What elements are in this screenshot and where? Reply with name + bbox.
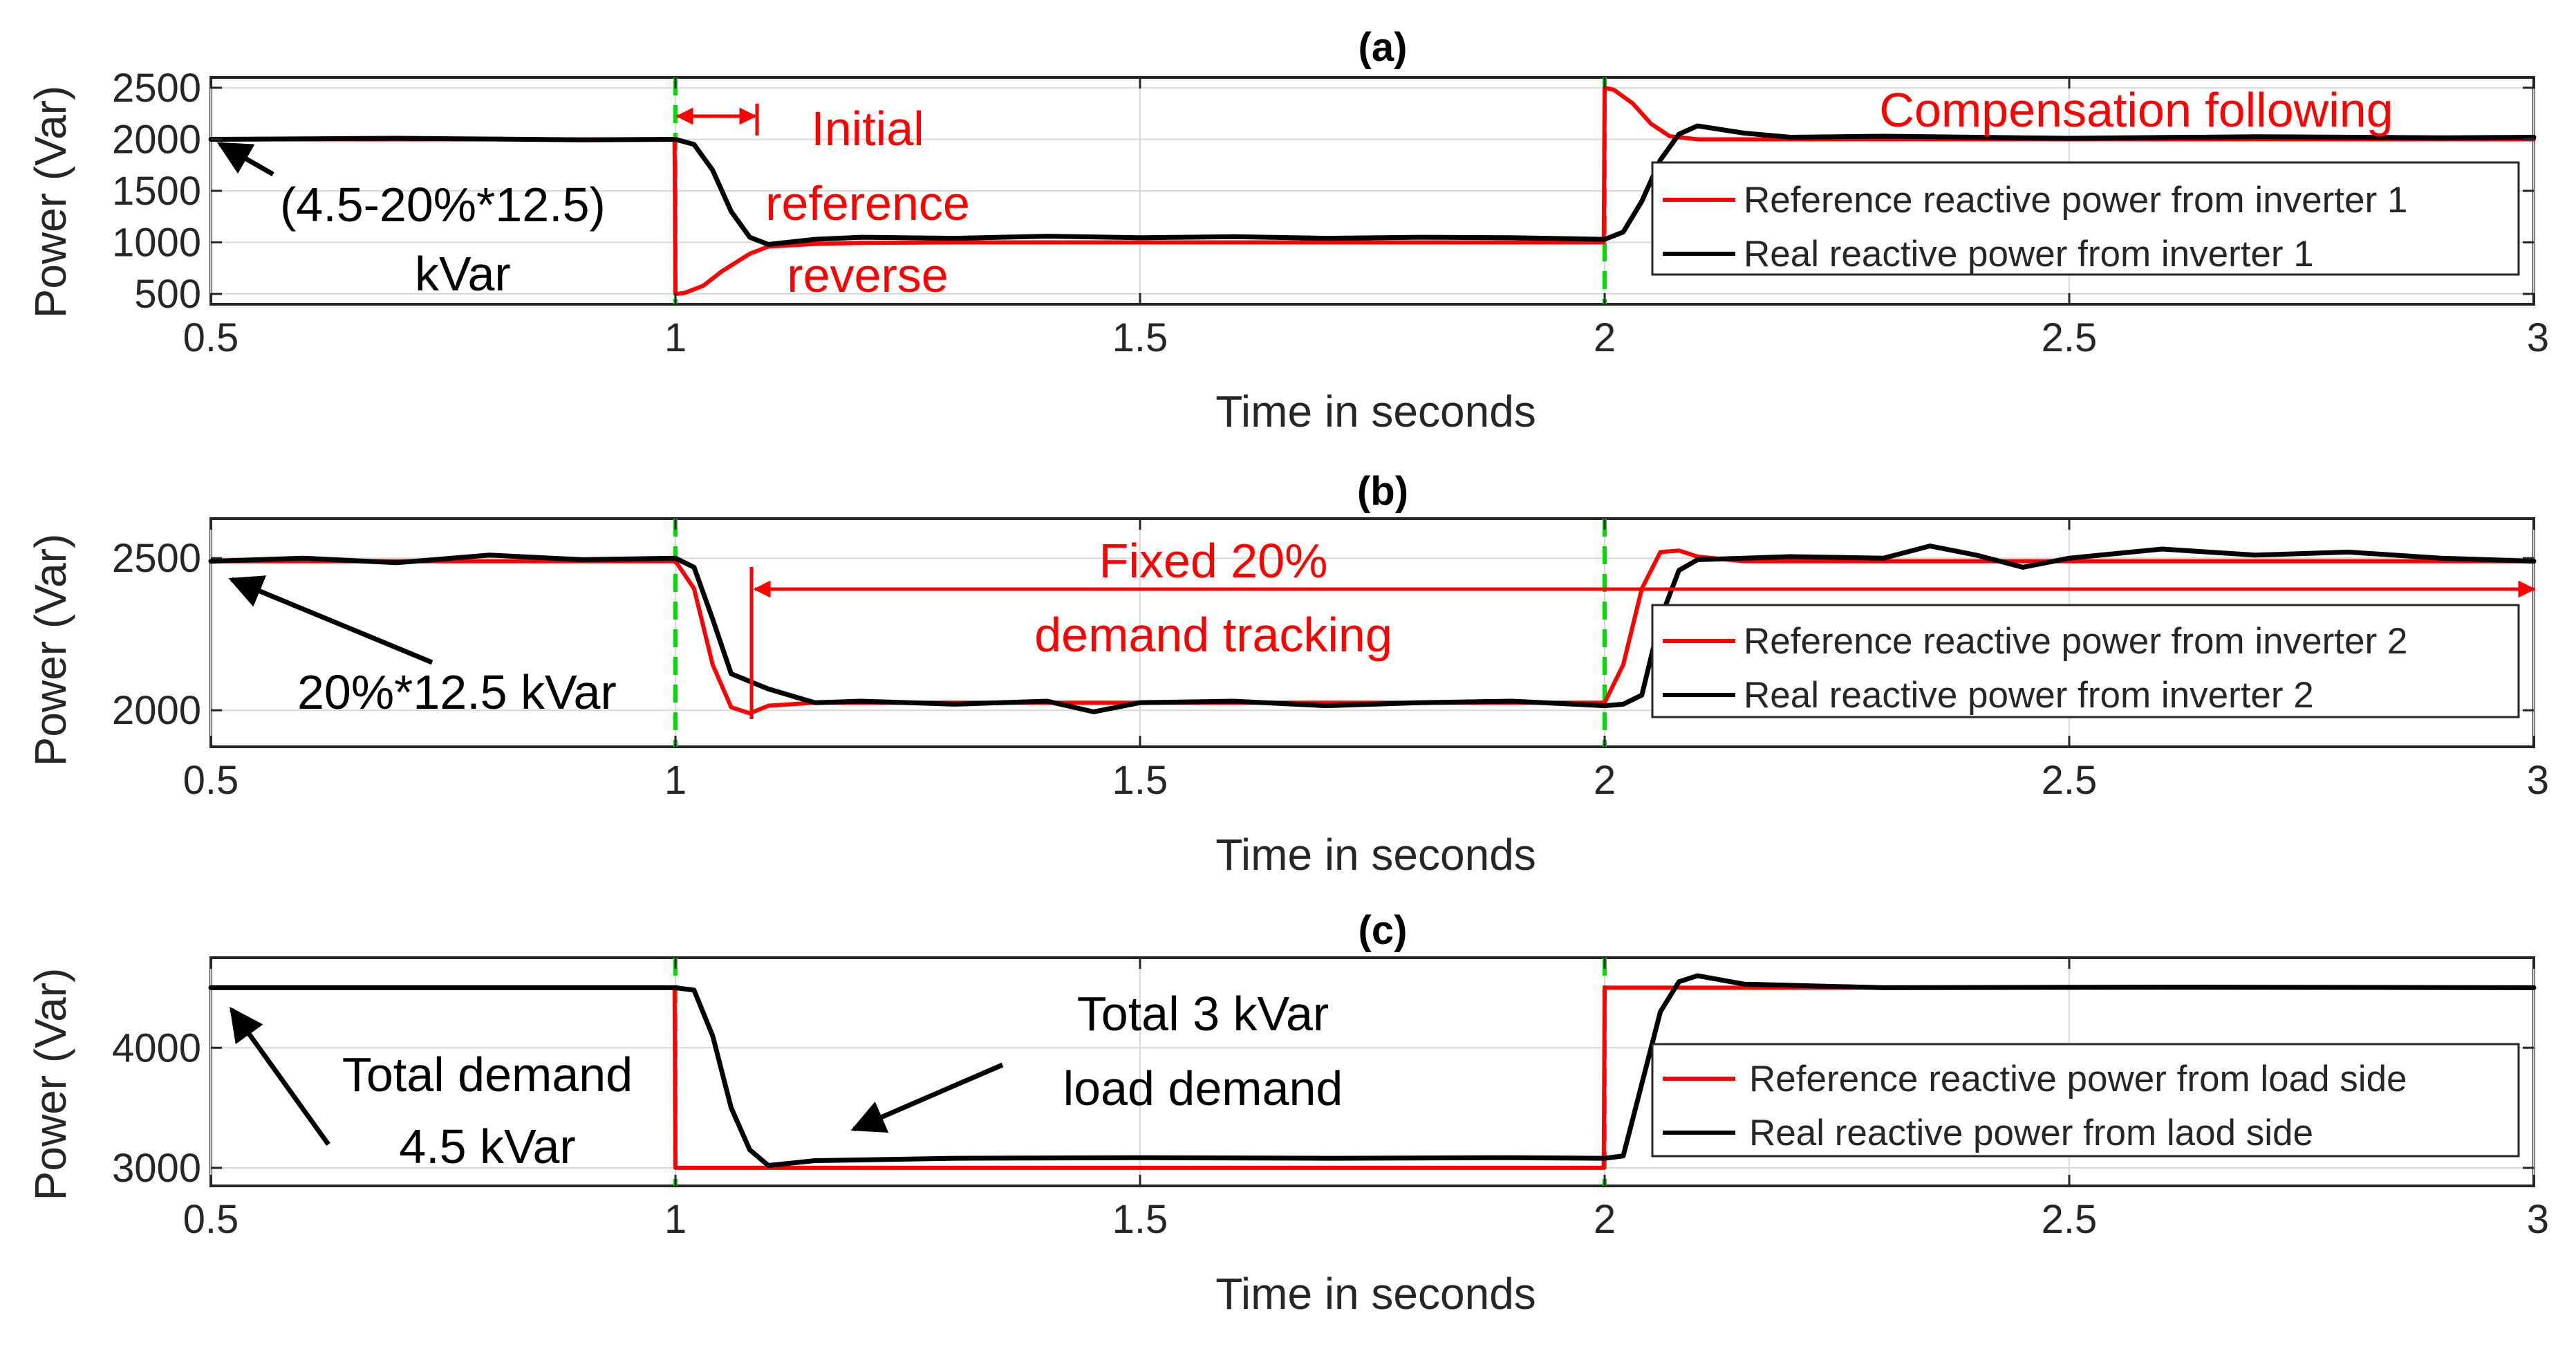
annotation-text: Total 3 kVar xyxy=(1077,987,1329,1041)
x-tick-label: 3 xyxy=(2527,758,2549,803)
x-tick-label: 0.5 xyxy=(183,1197,239,1242)
legend-box xyxy=(1651,161,2520,276)
legend-box xyxy=(1651,1043,2520,1158)
legend-label-reference: Reference reactive power from inverter 2 xyxy=(1744,621,2407,662)
y-axis-label: Power (Var) xyxy=(26,534,75,767)
legend: Reference reactive power from load side … xyxy=(1651,1043,2520,1158)
x-tick-label: 2.5 xyxy=(2042,758,2098,803)
x-axis-label: Time in seconds xyxy=(1215,387,1536,436)
x-axis-label: Time in seconds xyxy=(1215,1269,1536,1319)
panel-b: 0.5 1 1.5 2 2.5 3 2000 2500 (b) Time in seconds… xyxy=(26,469,2549,880)
series-line-real xyxy=(208,123,2537,247)
y-axis-label: Power (Var) xyxy=(26,86,75,319)
y-tick-label: 2000 xyxy=(112,117,201,162)
legend-label-real: Real reactive power from inverter 1 xyxy=(1744,234,2314,275)
y-tick-label: 2500 xyxy=(112,66,201,111)
y-axis-label: Power (Var) xyxy=(26,968,75,1201)
panel-a: 0.5 1 1.5 2 2.5 3 500 1000 1500 2000 2500 (a) Time… xyxy=(26,25,2549,436)
x-axis-label: Time in seconds xyxy=(1215,830,1536,880)
x-tick-label: 2 xyxy=(1594,315,1616,360)
panel-title: (c) xyxy=(1359,908,1408,953)
legend-label-real: Real reactive power from laod side xyxy=(1749,1113,2313,1153)
legend-box xyxy=(1651,604,2520,718)
annotation-text: Total demand xyxy=(342,1048,633,1102)
annotation-text: reference xyxy=(765,176,970,230)
x-tick-label: 0.5 xyxy=(183,758,239,803)
x-tick-label: 1 xyxy=(664,315,687,360)
y-tick-label: 3000 xyxy=(112,1146,201,1191)
annotation-text: Compensation following xyxy=(1879,83,2393,137)
x-tick-label: 1.5 xyxy=(1112,315,1168,360)
series-line-real xyxy=(208,544,2537,714)
annotation-text: kVar xyxy=(415,247,511,301)
x-tick-label: 2 xyxy=(1594,1197,1616,1242)
annotation-text: 20%*12.5 kVar xyxy=(297,665,617,719)
panel-title: (a) xyxy=(1359,25,1408,70)
y-tick-label: 4000 xyxy=(112,1025,201,1070)
y-tick-label: 500 xyxy=(134,272,201,317)
annotation-text: Fixed 20% xyxy=(1099,534,1328,588)
annotation-arrow xyxy=(216,141,274,177)
x-tick-label: 1 xyxy=(664,758,687,803)
annotation-text: 4.5 kVar xyxy=(399,1120,576,1173)
annotation-text: demand tracking xyxy=(1034,608,1392,662)
x-tick-label: 0.5 xyxy=(183,315,239,360)
annotation-arrow xyxy=(230,1007,330,1146)
x-tick-label: 1.5 xyxy=(1112,758,1168,803)
legend-label-reference: Reference reactive power from load side xyxy=(1749,1059,2407,1099)
x-tick-label: 1.5 xyxy=(1112,1197,1168,1242)
panel-c: 0.5 1 1.5 2 2.5 3 3000 4000 (c) Time in seconds… xyxy=(26,908,2549,1319)
x-tick-label: 3 xyxy=(2527,1197,2549,1242)
y-tick-label: 1500 xyxy=(112,169,201,214)
y-tick-label: 2500 xyxy=(112,536,201,581)
x-tick-label: 1 xyxy=(664,1197,687,1242)
x-tick-label: 3 xyxy=(2527,315,2549,360)
y-tick-label: 1000 xyxy=(112,221,201,266)
x-tick-label: 2.5 xyxy=(2042,1197,2098,1242)
legend: Reference reactive power from inverter 2… xyxy=(1651,604,2520,718)
annotation-text: Initial xyxy=(811,102,924,156)
series-line-reference xyxy=(209,85,2536,297)
y-tick-label: 2000 xyxy=(112,688,201,733)
annotation-arrow xyxy=(228,575,433,665)
panel-title: (b) xyxy=(1357,469,1408,514)
annotation-text: load demand xyxy=(1063,1061,1343,1115)
annotation-arrow xyxy=(850,1062,1004,1133)
x-tick-label: 2.5 xyxy=(2042,315,2098,360)
x-tick-label: 2 xyxy=(1594,758,1616,803)
series-line-real xyxy=(208,973,2537,1168)
legend-label-real: Real reactive power from inverter 2 xyxy=(1744,675,2314,716)
legend: Reference reactive power from inverter 1… xyxy=(1651,161,2520,276)
annotation-text: (4.5-20%*12.5) xyxy=(280,178,606,232)
annotation-text: reverse xyxy=(787,248,948,302)
legend-label-reference: Reference reactive power from inverter 1 xyxy=(1744,180,2407,221)
